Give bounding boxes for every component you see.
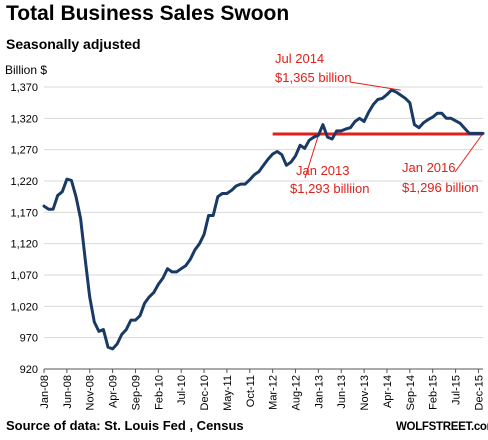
x-tick-label: Aug-12 xyxy=(291,375,303,410)
y-tick-label: 1,320 xyxy=(10,113,38,125)
y-tick-label: 1,120 xyxy=(10,239,38,251)
x-tick-label: Feb-15 xyxy=(428,375,440,410)
y-tick-label: 1,370 xyxy=(10,82,38,94)
y-tick-label: 1,170 xyxy=(10,207,38,219)
annotation-label: $1,293 billiion xyxy=(290,181,370,196)
x-tick-label: Feb-10 xyxy=(153,375,165,410)
y-tick-label: 970 xyxy=(20,333,38,345)
x-tick-label: Apr-14 xyxy=(382,375,394,408)
series-line xyxy=(42,88,485,351)
x-tick-label: Apr-09 xyxy=(108,375,120,408)
leader-line xyxy=(304,135,319,179)
x-tick-label: Sep-14 xyxy=(405,375,417,410)
x-tick-label: Dec-10 xyxy=(199,375,211,410)
annotation-label: Jan 2013 xyxy=(296,163,350,178)
source-note: Source of data: St. Louis Fed , Census xyxy=(6,418,244,433)
x-tick-label: Oct-11 xyxy=(245,375,257,407)
x-tick-label: May-11 xyxy=(222,375,234,411)
x-tick-label: Mar-12 xyxy=(268,375,280,410)
brand-label: WOLFSTREET.com xyxy=(396,421,488,433)
y-tick-labels: 920 970 1,020 1,070 1,120 1,170 1,220 1,270 1,32… xyxy=(10,82,38,376)
x-tick-label: Jul-10 xyxy=(176,375,188,405)
series-group xyxy=(42,88,485,351)
leader-line xyxy=(454,133,484,173)
chart-title: Total Business Sales Swoon xyxy=(6,2,290,25)
x-tick-label: Jun-08 xyxy=(62,375,74,409)
leader-line xyxy=(349,81,401,91)
x-tick-labels: Jan-08 Jun-08 Nov-08 Apr-09 Sep-09 Feb-10 Jul-… xyxy=(39,375,485,411)
annotations: Jul 2014 $1,365 billion Jan 2013 $1,293 bil… xyxy=(275,51,479,196)
x-axis xyxy=(43,368,483,373)
x-tick-label: Nov-13 xyxy=(359,375,371,410)
y-tick-label: 1,070 xyxy=(10,270,38,282)
x-tick-label: Jul-15 xyxy=(451,375,463,405)
y-tick-label: 1,020 xyxy=(10,301,38,313)
annotation-label: $1,296 billion xyxy=(402,180,479,195)
annotation-label: Jul 2014 xyxy=(275,51,324,66)
y-tick-label: 1,220 xyxy=(10,176,38,188)
annotation-label: Jan 2016 xyxy=(402,160,456,175)
x-tick-label: Sep-09 xyxy=(130,375,142,410)
x-tick-label: Nov-08 xyxy=(85,375,97,410)
x-tick-label: Jun-13 xyxy=(336,375,348,409)
chart-subtitle: Seasonally adjusted xyxy=(6,36,141,52)
annotation-label: $1,365 billion xyxy=(275,70,352,85)
y-axis-label: Billion $ xyxy=(5,63,48,77)
x-tick-label: Dec-15 xyxy=(473,375,485,410)
reference-lines xyxy=(272,81,484,179)
x-tick-label: Jan-13 xyxy=(313,375,325,409)
grid-lines xyxy=(44,86,483,339)
y-tick-label: 920 xyxy=(20,364,38,376)
y-tick-label: 1,270 xyxy=(10,145,38,157)
x-tick-label: Jan-08 xyxy=(39,375,51,409)
